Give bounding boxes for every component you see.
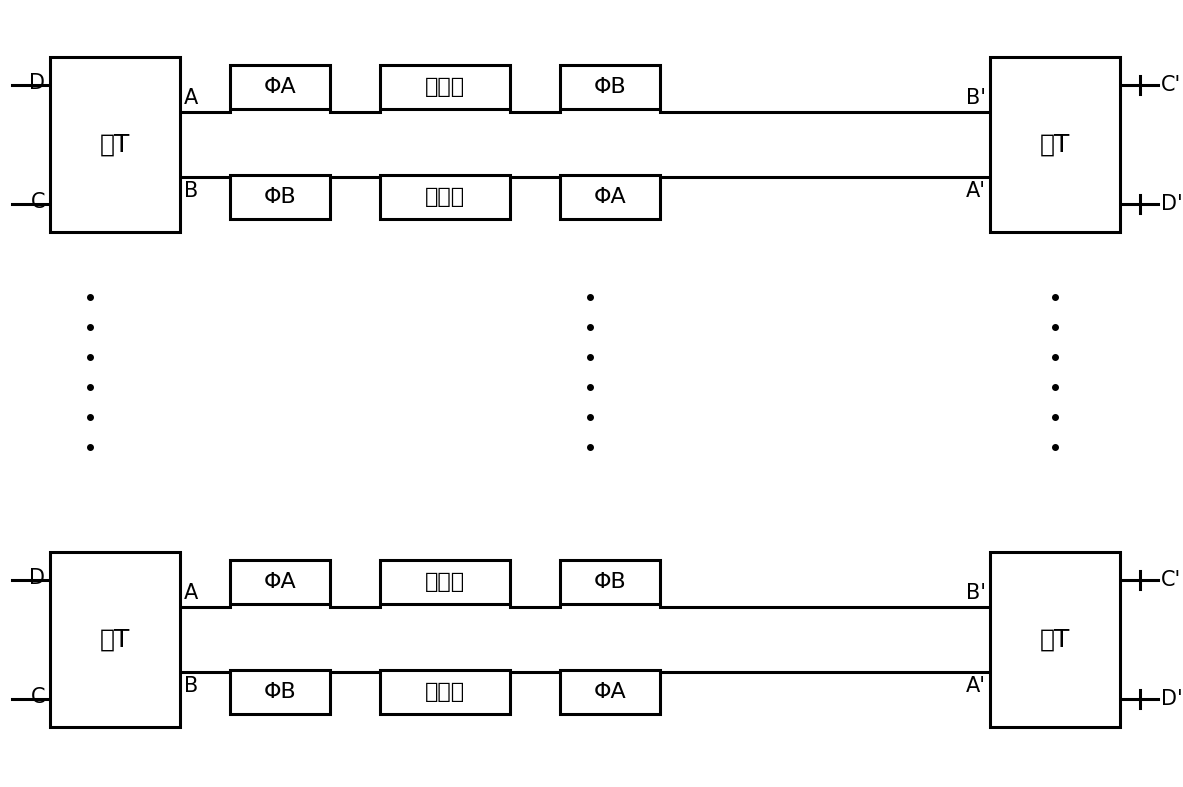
Bar <box>230 175 330 219</box>
Text: B: B <box>185 181 199 201</box>
Bar <box>990 57 1120 232</box>
Bar <box>230 560 330 604</box>
Bar <box>380 670 510 714</box>
Text: ΦB: ΦB <box>264 682 297 702</box>
Text: ΦA: ΦA <box>264 77 297 97</box>
Text: 滤波器: 滤波器 <box>425 187 465 207</box>
Text: 魔T: 魔T <box>99 627 130 652</box>
Text: D: D <box>30 73 45 93</box>
Text: ΦA: ΦA <box>264 572 297 592</box>
Text: D: D <box>30 568 45 588</box>
Text: C: C <box>31 687 45 707</box>
Text: ΦB: ΦB <box>264 187 297 207</box>
Text: A: A <box>185 583 199 603</box>
Bar <box>230 65 330 109</box>
Bar <box>380 560 510 604</box>
Text: 滤波器: 滤波器 <box>425 682 465 702</box>
Text: A': A' <box>967 676 985 696</box>
Text: B': B' <box>967 583 985 603</box>
Bar <box>560 670 660 714</box>
Bar <box>560 175 660 219</box>
Text: B': B' <box>967 88 985 108</box>
Bar <box>990 552 1120 727</box>
Bar <box>380 65 510 109</box>
Text: B: B <box>185 676 199 696</box>
Text: D': D' <box>1161 194 1183 214</box>
Text: A': A' <box>967 181 985 201</box>
Bar <box>230 670 330 714</box>
Text: C: C <box>31 192 45 212</box>
Text: C': C' <box>1161 75 1182 95</box>
Bar <box>560 65 660 109</box>
Text: 魔T: 魔T <box>99 132 130 157</box>
Text: ΦB: ΦB <box>594 77 626 97</box>
Bar <box>560 560 660 604</box>
Text: 滤波器: 滤波器 <box>425 572 465 592</box>
Text: 魔T: 魔T <box>1040 132 1071 157</box>
Text: ΦB: ΦB <box>594 572 626 592</box>
Text: ΦA: ΦA <box>594 682 626 702</box>
Text: 滤波器: 滤波器 <box>425 77 465 97</box>
Bar <box>380 175 510 219</box>
Text: D': D' <box>1161 689 1183 709</box>
Bar <box>50 552 180 727</box>
Bar <box>50 57 180 232</box>
Text: ΦA: ΦA <box>594 187 626 207</box>
Text: A: A <box>185 88 199 108</box>
Text: C': C' <box>1161 570 1182 590</box>
Text: 魔T: 魔T <box>1040 627 1071 652</box>
